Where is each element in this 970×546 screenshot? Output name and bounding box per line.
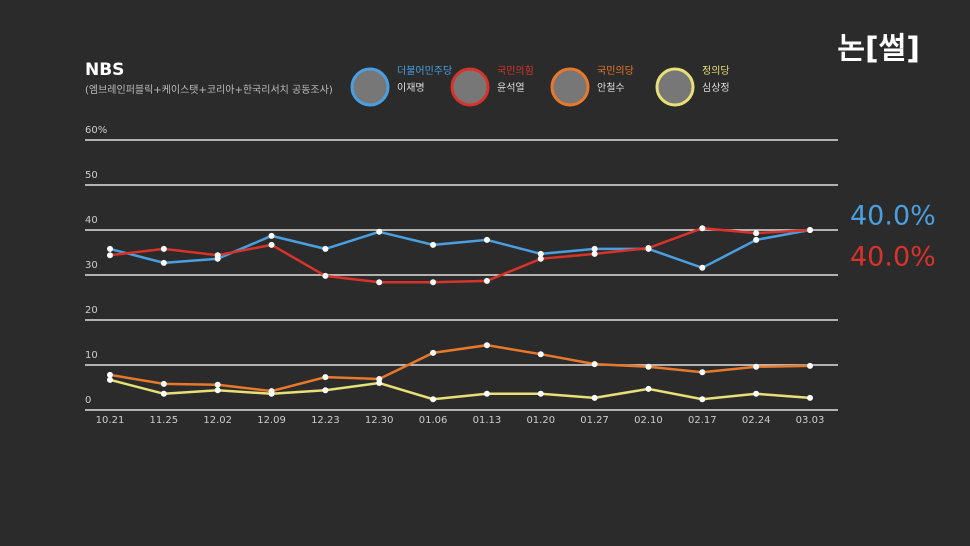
series-line (109, 343, 811, 393)
data-point (268, 232, 275, 239)
data-point (430, 396, 437, 403)
data-point (322, 245, 329, 252)
legend-party: 국민의힘 (497, 65, 534, 77)
x-tick-label: 12.23 (311, 415, 340, 426)
y-tick-label: 20 (85, 305, 98, 316)
data-point (645, 363, 652, 370)
data-point (322, 387, 329, 394)
x-tick-label: 11.25 (150, 415, 179, 426)
data-point (645, 385, 652, 392)
data-point (699, 264, 706, 271)
data-point (376, 228, 383, 235)
logo: 논[썰] (837, 32, 920, 67)
legend-avatar (350, 67, 390, 107)
end-label: 40.0% (850, 242, 936, 273)
data-point (807, 227, 813, 233)
data-point (483, 277, 490, 284)
x-tick-label: 01.13 (473, 415, 502, 426)
data-point (591, 361, 598, 368)
data-point (160, 245, 167, 252)
y-tick-label: 40 (85, 215, 98, 226)
legend-name: 이재명 (397, 82, 425, 94)
data-point (537, 351, 544, 358)
x-tick-label: 01.06 (419, 415, 448, 426)
data-point (160, 259, 167, 266)
data-point (537, 255, 544, 262)
data-point (591, 245, 598, 252)
data-point (268, 241, 275, 248)
data-point (107, 245, 113, 252)
data-point (214, 252, 221, 259)
data-point (753, 236, 760, 243)
x-tick-label: 02.10 (634, 415, 663, 426)
x-tick-label: 03.03 (796, 415, 825, 426)
chart-subtitle: (엠브레인퍼블릭+케이스탯+코리아+한국리서치 공동조사) (85, 84, 333, 96)
data-point (322, 374, 329, 381)
x-tick-label: 01.20 (526, 415, 555, 426)
data-point (107, 252, 113, 259)
data-point (483, 390, 490, 397)
data-point (699, 396, 706, 403)
data-point (753, 230, 760, 237)
data-point (376, 279, 383, 286)
series-line (109, 226, 811, 284)
legend-party: 국민의당 (597, 65, 634, 77)
x-tick-label: 12.09 (257, 415, 286, 426)
x-tick-label: 10.21 (96, 415, 125, 426)
y-tick-label: 50 (85, 170, 98, 181)
data-point (699, 225, 706, 232)
data-point (645, 245, 652, 251)
data-point (376, 380, 383, 386)
data-point (753, 390, 760, 397)
data-point (537, 250, 544, 257)
legend-avatar (450, 67, 490, 107)
series-line (109, 378, 811, 401)
series-line (109, 228, 811, 270)
data-point (214, 387, 221, 394)
data-point (807, 394, 813, 401)
data-point (537, 390, 544, 397)
data-point (591, 250, 598, 257)
data-point (160, 390, 167, 397)
legend-name: 윤석열 (497, 82, 525, 94)
data-point (322, 272, 329, 279)
chart-title: NBS (85, 60, 124, 80)
x-tick-label: 12.02 (203, 415, 232, 426)
end-label: 40.0% (850, 201, 936, 232)
data-point (591, 394, 598, 401)
y-tick-label: 0 (85, 395, 91, 406)
y-tick-label: 60% (85, 125, 107, 136)
data-point (483, 342, 490, 349)
legend-avatar (655, 67, 695, 107)
legend-party: 더불어민주당 (397, 65, 452, 77)
data-point (268, 390, 275, 397)
data-point (430, 241, 437, 248)
data-point (753, 363, 760, 370)
y-tick-label: 10 (85, 350, 98, 361)
data-point (483, 236, 490, 243)
data-point (107, 376, 113, 383)
data-point (107, 371, 113, 378)
x-tick-label: 01.27 (580, 415, 609, 426)
data-point (807, 362, 813, 369)
x-tick-label: 02.17 (688, 415, 717, 426)
x-tick-label: 12.30 (365, 415, 394, 426)
legend-party: 정의당 (702, 65, 730, 77)
data-point (430, 349, 437, 356)
data-point (160, 380, 167, 387)
data-point (430, 279, 437, 286)
x-tick-label: 02.24 (742, 415, 771, 426)
y-tick-label: 30 (85, 260, 98, 271)
data-point (699, 369, 706, 376)
legend-name: 심상정 (702, 82, 730, 94)
legend-name: 안철수 (597, 82, 625, 94)
data-point (214, 381, 221, 388)
legend-avatar (550, 67, 590, 107)
